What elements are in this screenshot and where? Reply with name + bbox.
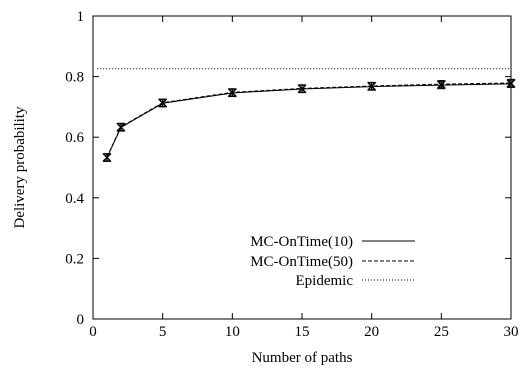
data-point [158,98,168,108]
legend-item: Epidemic [296,273,415,289]
plot-axes: 0 5 10 15 20 25 30 0 0.2 0.4 0.6 0.8 1 [65,9,518,340]
x-tick-label: 15 [295,324,310,340]
y-tick-label: 0 [77,312,85,328]
x-tick-label: 0 [89,324,97,340]
legend-label: MC-OnTime(10) [250,234,353,250]
x-tick-label: 5 [159,324,167,340]
legend: MC-OnTime(10) MC-OnTime(50) Epidemic [250,234,415,289]
legend-label: MC-OnTime(50) [250,254,353,270]
x-tick-label: 20 [364,324,379,340]
data-point [116,122,126,132]
y-tick-label: 0.4 [65,191,84,207]
series-layer [97,68,516,163]
data-point [102,152,112,162]
series-line [106,82,512,158]
x-axis-label: Number of paths [252,350,353,366]
legend-label: Epidemic [296,273,354,289]
data-point [436,79,446,89]
series-mc-ontime-10 [102,79,516,163]
data-point [506,78,516,88]
series-mc-ontime-50 [102,78,516,162]
y-tick-label: 0.2 [65,251,84,267]
y-axis-label: Delivery probability [12,106,28,229]
data-point [297,84,307,93]
x-tick-label: 25 [434,324,449,340]
x-tick-label: 30 [504,324,519,340]
data-point [227,88,237,97]
x-tick-label: 10 [225,324,240,340]
y-tick-label: 0.6 [65,130,84,146]
y-tick-label: 1 [77,9,85,25]
series-line [106,83,512,159]
data-point [367,81,377,91]
legend-item: MC-OnTime(50) [250,254,415,270]
legend-item: MC-OnTime(10) [250,234,415,250]
y-tick-label: 0.8 [65,70,84,86]
